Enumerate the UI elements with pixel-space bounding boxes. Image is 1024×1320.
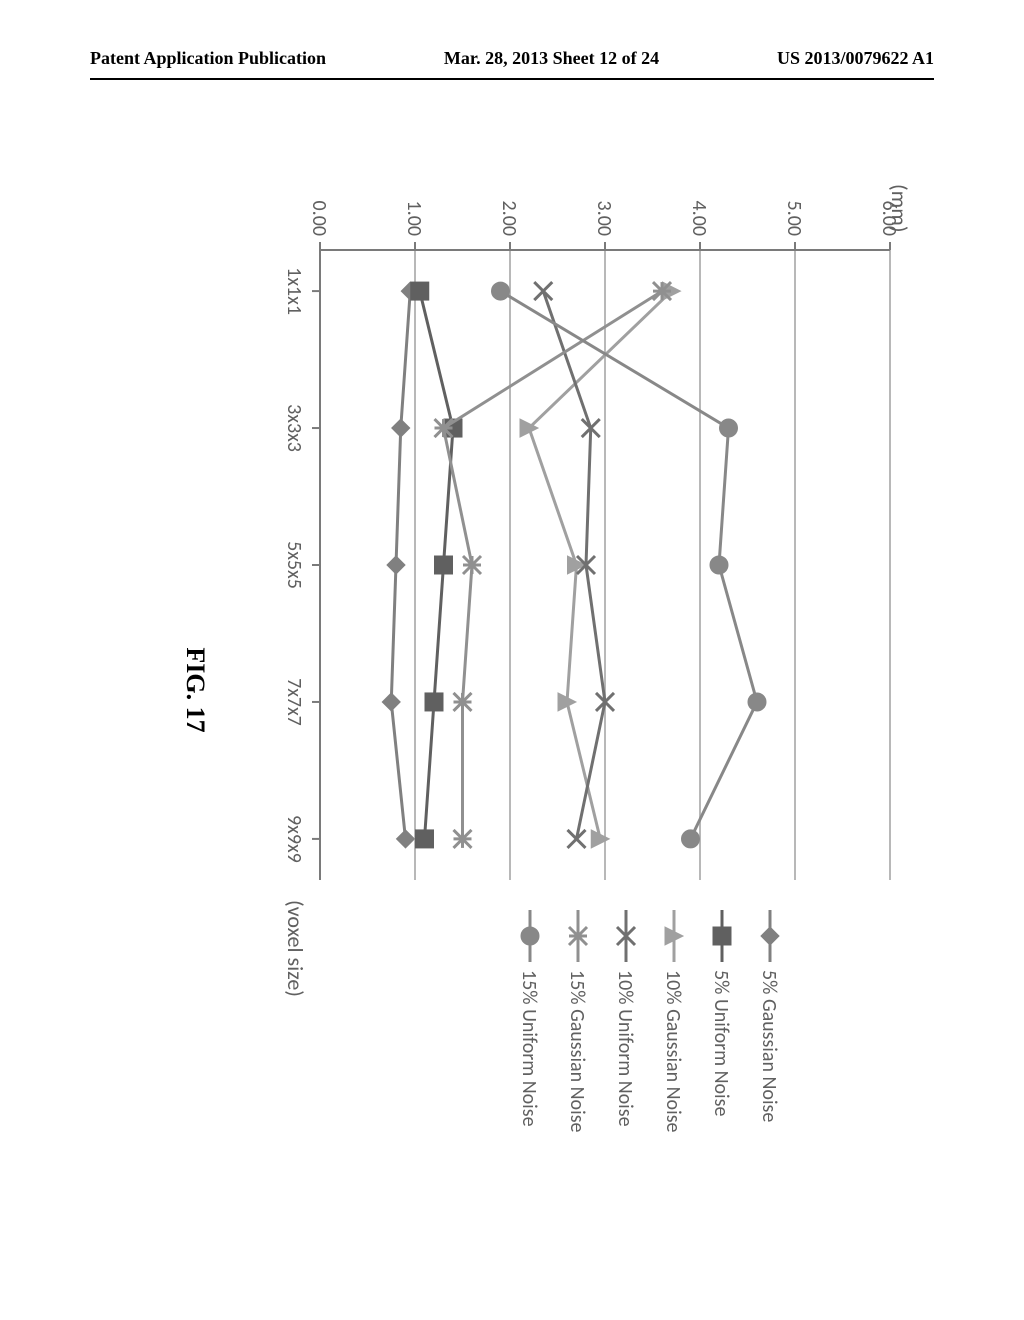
- header-center: Mar. 28, 2013 Sheet 12 of 24: [444, 48, 659, 69]
- figure-caption: FIG. 17: [180, 140, 210, 1240]
- svg-text:10% Gaussian Noise: 10% Gaussian Noise: [661, 970, 685, 1133]
- svg-text:5% Gaussian Noise: 5% Gaussian Noise: [757, 970, 781, 1122]
- svg-text:10% Uniform Noise: 10% Uniform Noise: [613, 970, 637, 1127]
- svg-text:5x5x5: 5x5x5: [282, 541, 306, 589]
- series: [435, 282, 672, 848]
- svg-text:(mm): (mm): [886, 184, 910, 233]
- svg-text:1.00: 1.00: [402, 201, 426, 236]
- svg-text:3x3x3: 3x3x3: [282, 404, 306, 452]
- header-right: US 2013/0079622 A1: [777, 48, 934, 69]
- svg-text:4.00: 4.00: [687, 201, 711, 236]
- figure-inner: 0.001.002.003.004.005.006.00(mm)1x1x13x3…: [150, 140, 910, 1240]
- series: [492, 282, 767, 848]
- svg-text:2.00: 2.00: [497, 201, 521, 236]
- svg-text:(voxel size): (voxel size): [282, 900, 309, 997]
- svg-text:3.00: 3.00: [592, 201, 616, 236]
- svg-text:1x1x1: 1x1x1: [282, 267, 306, 315]
- figure-rotated-container: 0.001.002.003.004.005.006.00(mm)1x1x13x3…: [0, 240, 1024, 1140]
- line-chart: 0.001.002.003.004.005.006.00(mm)1x1x13x3…: [230, 140, 910, 1240]
- svg-text:15% Uniform Noise: 15% Uniform Noise: [517, 970, 541, 1127]
- series: [382, 282, 419, 848]
- header-divider: [90, 78, 934, 80]
- patent-header: Patent Application Publication Mar. 28, …: [0, 48, 1024, 69]
- svg-text:0.00: 0.00: [307, 201, 331, 236]
- svg-text:15% Gaussian Noise: 15% Gaussian Noise: [565, 970, 589, 1133]
- svg-text:7x7x7: 7x7x7: [282, 678, 306, 726]
- series: [411, 282, 462, 848]
- legend: 5% Gaussian Noise 5% Uniform Noise 10% Gau…: [517, 910, 781, 1133]
- svg-text:5.00: 5.00: [782, 201, 806, 236]
- svg-text:9x9x9: 9x9x9: [282, 815, 306, 863]
- series: [520, 282, 681, 848]
- svg-text:5% Uniform Noise: 5% Uniform Noise: [709, 970, 733, 1116]
- header-left: Patent Application Publication: [90, 48, 326, 69]
